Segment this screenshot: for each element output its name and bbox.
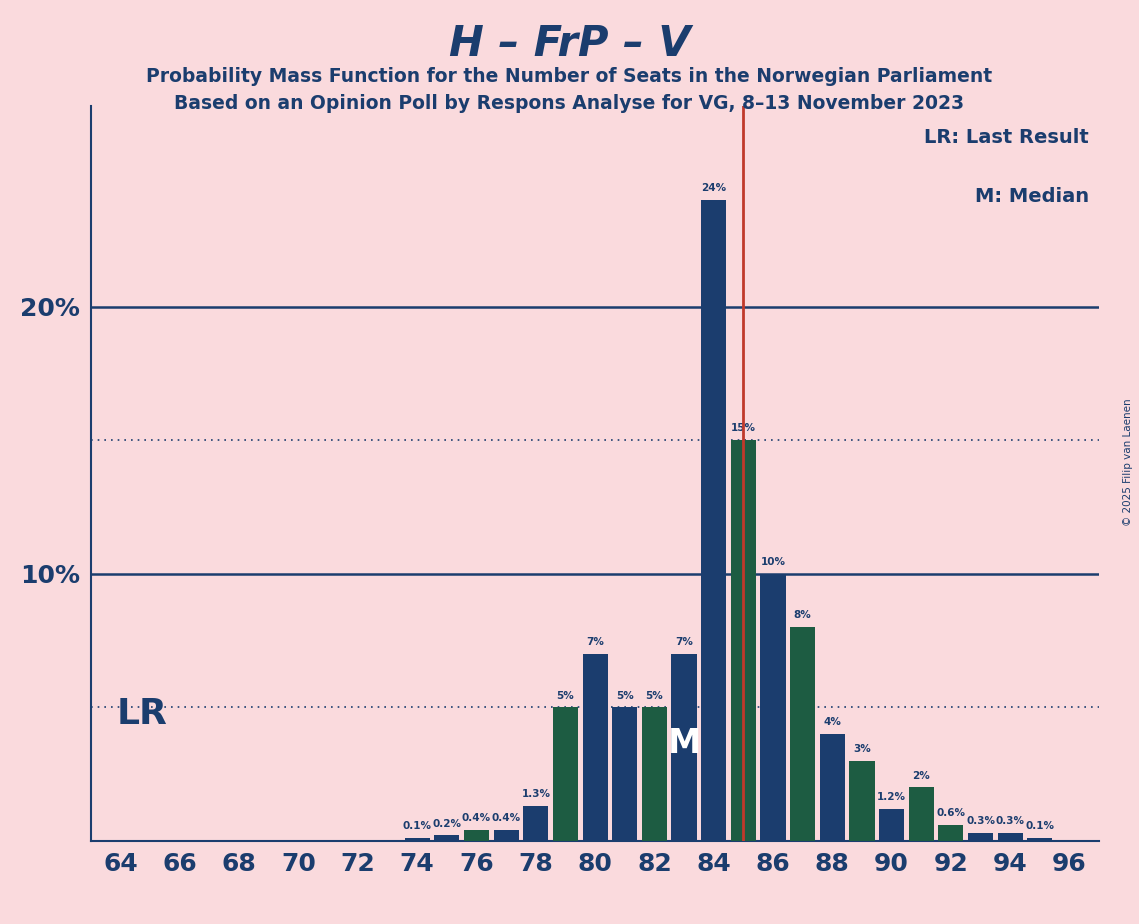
Bar: [404, 838, 429, 841]
Text: 7%: 7%: [587, 638, 604, 647]
Bar: [612, 707, 638, 841]
Bar: [761, 574, 786, 841]
Text: 5%: 5%: [557, 690, 574, 700]
Bar: [998, 833, 1023, 841]
Text: Based on an Opinion Poll by Respons Analyse for VG, 8–13 November 2023: Based on an Opinion Poll by Respons Anal…: [174, 94, 965, 114]
Bar: [850, 760, 875, 841]
Bar: [731, 440, 756, 841]
Text: 0.1%: 0.1%: [1025, 821, 1055, 832]
Bar: [939, 825, 964, 841]
Text: 0.3%: 0.3%: [966, 816, 995, 826]
Bar: [464, 830, 489, 841]
Text: M: Median: M: Median: [975, 187, 1089, 206]
Text: 8%: 8%: [794, 611, 811, 621]
Text: 5%: 5%: [646, 690, 663, 700]
Text: 10%: 10%: [761, 557, 786, 567]
Text: Probability Mass Function for the Number of Seats in the Norwegian Parliament: Probability Mass Function for the Number…: [147, 67, 992, 87]
Bar: [909, 787, 934, 841]
Bar: [493, 830, 518, 841]
Text: 0.4%: 0.4%: [492, 813, 521, 823]
Bar: [552, 707, 579, 841]
Bar: [523, 806, 549, 841]
Text: 0.6%: 0.6%: [936, 808, 966, 818]
Bar: [582, 654, 608, 841]
Text: M: M: [667, 727, 700, 760]
Bar: [1027, 838, 1052, 841]
Bar: [641, 707, 667, 841]
Text: 0.3%: 0.3%: [995, 816, 1025, 826]
Text: LR: Last Result: LR: Last Result: [925, 128, 1089, 147]
Text: 0.2%: 0.2%: [433, 819, 461, 829]
Bar: [879, 808, 904, 841]
Text: 1.2%: 1.2%: [877, 792, 907, 802]
Bar: [820, 734, 845, 841]
Text: 4%: 4%: [823, 717, 842, 727]
Text: 0.4%: 0.4%: [462, 813, 491, 823]
Text: 2%: 2%: [912, 771, 931, 781]
Text: LR: LR: [116, 697, 167, 731]
Bar: [790, 627, 816, 841]
Text: 5%: 5%: [616, 690, 633, 700]
Text: 3%: 3%: [853, 744, 871, 754]
Text: 1.3%: 1.3%: [522, 789, 550, 799]
Text: 7%: 7%: [675, 638, 693, 647]
Text: 15%: 15%: [731, 423, 756, 433]
Bar: [968, 833, 993, 841]
Text: 24%: 24%: [702, 183, 727, 193]
Text: H – FrP – V: H – FrP – V: [449, 23, 690, 65]
Text: 0.1%: 0.1%: [403, 821, 432, 832]
Bar: [702, 200, 727, 841]
Bar: [672, 654, 697, 841]
Text: © 2025 Filip van Laenen: © 2025 Filip van Laenen: [1123, 398, 1132, 526]
Bar: [434, 835, 459, 841]
